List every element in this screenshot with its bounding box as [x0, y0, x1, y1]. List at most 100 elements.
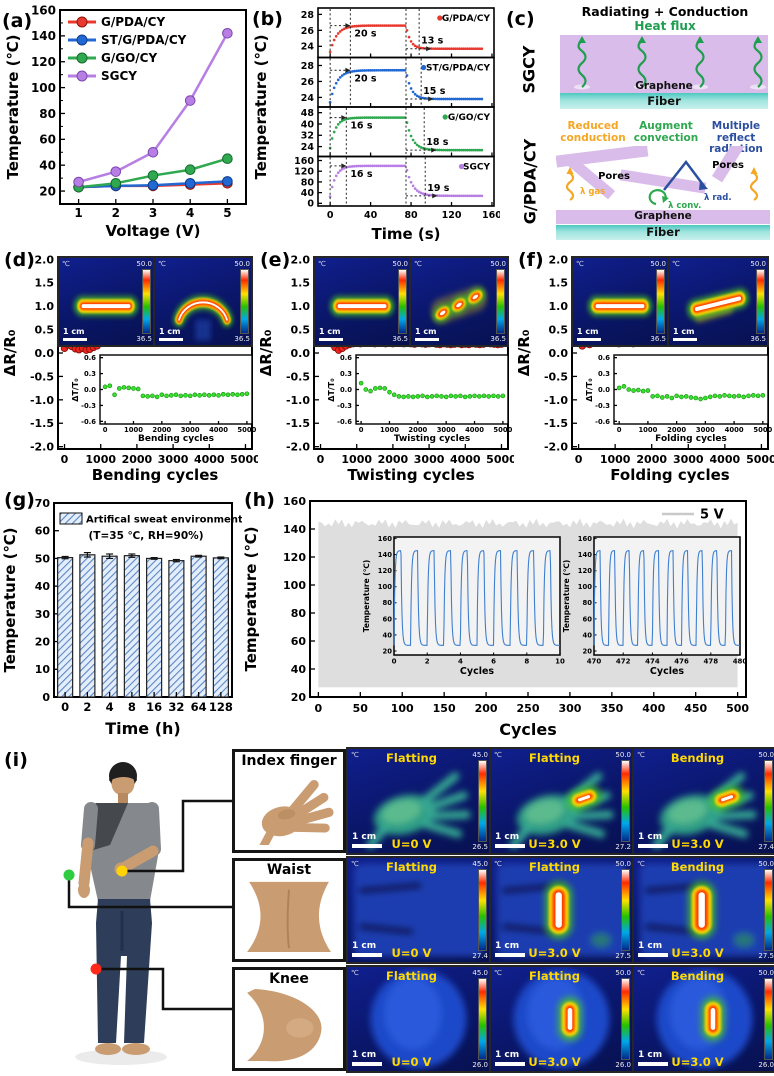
thermal-art — [366, 772, 471, 849]
lambda-gas-label: λ gas — [580, 187, 605, 197]
voltage-label: U=3.0 V — [528, 946, 581, 960]
data-point — [389, 68, 393, 72]
data-point — [369, 164, 372, 168]
thermal-art — [330, 296, 394, 316]
panel-label-e: (e) — [260, 249, 291, 271]
tick-label: 400 — [642, 702, 665, 715]
data-point — [387, 68, 391, 72]
colorbar-max-label: 45.0 — [472, 860, 488, 868]
data-point — [357, 24, 360, 28]
data-point — [332, 179, 336, 182]
bar — [123, 555, 140, 698]
inset-x-axis-title: Twisting cycles — [394, 434, 470, 444]
data-point — [150, 393, 155, 399]
data-point — [439, 394, 444, 399]
tick-label: 28 — [301, 61, 315, 72]
legend-marker — [76, 16, 88, 28]
data-point — [458, 148, 461, 152]
thermal-colorbar — [398, 269, 407, 334]
data-point — [476, 97, 480, 101]
heat-flux-arrowhead — [578, 36, 586, 43]
data-point — [359, 69, 362, 72]
thermal-art — [430, 286, 488, 324]
data-point — [359, 24, 362, 28]
data-point — [73, 176, 84, 188]
data-point — [379, 164, 383, 168]
data-point — [474, 97, 478, 101]
data-point — [444, 47, 447, 51]
data-point — [340, 28, 344, 32]
scalebar-label: 1 cm — [159, 327, 181, 336]
data-point — [373, 116, 376, 119]
data-point — [466, 148, 470, 152]
panel-c-schematic: (c) SGCY Radiating + Conduction Heat flu… — [502, 2, 774, 247]
data-point — [353, 164, 356, 168]
thermal-art — [639, 863, 770, 957]
data-point — [741, 394, 746, 400]
data-point — [391, 24, 395, 27]
tick-label: 2 — [112, 206, 120, 220]
legend-marker — [76, 70, 88, 82]
right-forearm — [119, 845, 159, 873]
thermal-colorbar — [496, 269, 505, 334]
data-point — [371, 164, 374, 168]
legend-label: (T=35 ℃, RH=90%) — [89, 530, 204, 542]
data-point — [135, 386, 141, 392]
data-point — [336, 78, 340, 82]
data-point — [373, 164, 376, 168]
tick-label: 1.5 — [549, 277, 569, 290]
tick-label: 40 — [383, 631, 393, 639]
data-point — [192, 392, 198, 398]
data-point — [332, 130, 336, 134]
data-point — [472, 97, 476, 101]
tick-label: 5000 — [230, 453, 258, 466]
data-point — [434, 393, 440, 399]
data-point — [184, 178, 196, 189]
data-point — [395, 68, 399, 72]
data-point — [464, 148, 468, 152]
tick-label: 1.0 — [291, 300, 311, 313]
jeans — [96, 899, 152, 1043]
pore-bars — [556, 146, 757, 200]
data-point — [222, 176, 233, 187]
data-point — [452, 194, 455, 198]
data-point — [367, 116, 370, 119]
data-point — [409, 180, 413, 184]
tick-label: 160 — [482, 210, 500, 221]
tick-label: 160 — [283, 495, 306, 508]
tick-label: 160 — [578, 535, 592, 543]
data-point — [436, 97, 439, 101]
data-point — [429, 193, 433, 197]
data-point — [367, 164, 370, 168]
data-point — [367, 69, 370, 72]
data-point — [110, 166, 122, 177]
data-point — [372, 386, 378, 391]
inset-x-axis-title: Cycles — [650, 666, 684, 677]
tick-label: 10 — [555, 658, 565, 666]
tick-label: 100 — [378, 583, 392, 591]
data-point — [344, 117, 348, 121]
thermal-image: ℃ 50.0 27.5 Bending U=3.0 V 1 cm — [632, 856, 774, 964]
legend-label: ST/G/PDA/CY — [101, 33, 187, 47]
data-point — [334, 34, 338, 38]
shirt-shadow — [90, 803, 128, 851]
data-point — [448, 194, 451, 198]
data-point — [431, 47, 435, 51]
data-point — [468, 148, 472, 152]
marker-index-finger — [116, 865, 128, 877]
data-point — [683, 394, 689, 399]
data-point — [458, 97, 461, 101]
data-point — [338, 76, 342, 79]
tick-label: 4000 — [710, 453, 741, 466]
data-point — [472, 393, 477, 399]
data-point — [444, 97, 447, 101]
thermal-colorbar — [764, 978, 773, 1060]
data-point — [332, 86, 336, 90]
tick-label: 20 — [583, 647, 593, 655]
data-point — [338, 30, 342, 33]
tick-label: -2.0 — [286, 441, 310, 454]
data-point — [338, 120, 342, 124]
waist-photo — [247, 881, 331, 953]
thermal-image: ℃ 50.0 36.5 1 cm — [313, 256, 411, 347]
